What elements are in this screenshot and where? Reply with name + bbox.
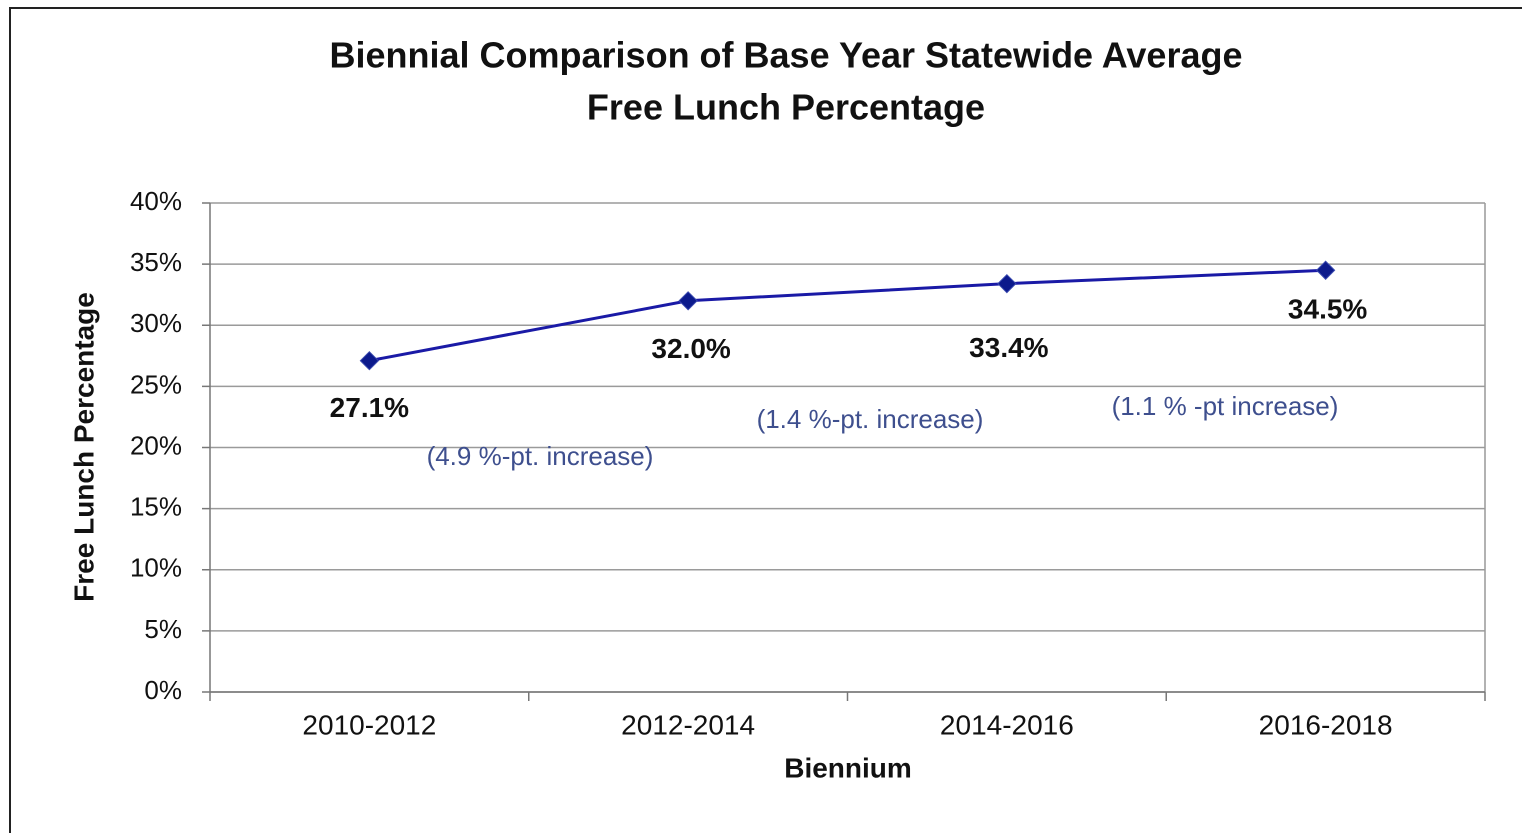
x-axis-label: Biennium [784,752,912,783]
y-axis-label: Free Lunch Percentage [68,292,99,602]
data-point [997,273,1017,294]
y-tick-label: 0% [144,675,182,705]
y-tick-label: 10% [130,553,182,583]
x-tick-label: 2012-2014 [621,709,755,740]
chart-frame [9,7,1522,833]
y-tick-label: 40% [130,186,182,216]
data-point [359,350,380,371]
annotation: (4.9 %-pt. increase) [427,441,654,471]
series-line [369,268,1326,363]
data-point [1315,260,1336,280]
x-tick-label: 2016-2018 [1259,709,1393,740]
y-tick-label: 15% [130,492,182,522]
data-label: 27.1% [330,392,409,423]
y-tick-label: 20% [130,430,182,460]
x-tick-label: 2014-2016 [940,709,1074,740]
y-tick-label: 30% [130,308,182,338]
annotation: (1.4 %-pt. increase) [757,404,984,434]
y-tick-label: 35% [130,247,182,277]
x-tick-label: 2010-2012 [302,709,436,740]
chart-title: Free Lunch Percentage [587,87,985,128]
data-label: 32.0% [651,333,730,364]
y-tick-label: 25% [130,369,182,399]
data-point [678,291,698,311]
y-tick-label: 5% [144,614,182,644]
chart-title: Biennial Comparison of Base Year Statewi… [330,35,1243,76]
data-label: 34.5% [1288,294,1367,325]
data-label: 33.4% [969,332,1048,363]
annotation: (1.1 % -pt increase) [1112,391,1339,421]
